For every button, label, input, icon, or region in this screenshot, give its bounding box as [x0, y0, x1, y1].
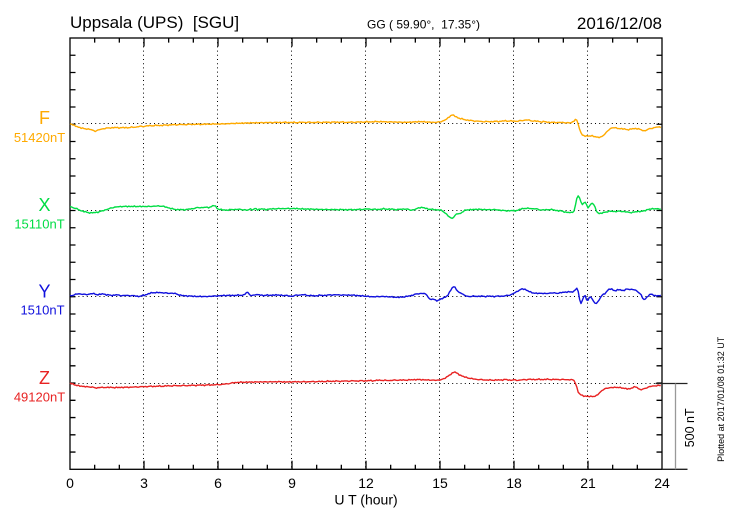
svg-text:9: 9 [288, 475, 296, 491]
svg-text:Y: Y [38, 282, 50, 302]
svg-text:51420nT: 51420nT [14, 130, 65, 145]
svg-text:0: 0 [66, 475, 74, 491]
svg-text:GG ( 59.90°, 17.35°): GG ( 59.90°, 17.35°) [367, 18, 480, 32]
svg-text:49120nT: 49120nT [14, 390, 65, 405]
svg-text:500 nT: 500 nT [683, 408, 697, 447]
svg-text:21: 21 [580, 475, 596, 491]
svg-text:15: 15 [432, 475, 448, 491]
svg-text:3: 3 [140, 475, 148, 491]
svg-text:U T (hour): U T (hour) [334, 492, 397, 508]
svg-text:24: 24 [654, 475, 670, 491]
svg-text:Plotted at 2017/01/08 01:32 UT: Plotted at 2017/01/08 01:32 UT [716, 336, 726, 462]
svg-text:1510nT: 1510nT [20, 303, 64, 318]
svg-text:18: 18 [506, 475, 522, 491]
svg-text:F: F [39, 108, 50, 128]
svg-text:6: 6 [214, 475, 222, 491]
svg-text:Z: Z [39, 368, 50, 388]
svg-text:12: 12 [358, 475, 374, 491]
svg-text:2016/12/08: 2016/12/08 [577, 14, 662, 33]
svg-text:X: X [38, 195, 50, 215]
svg-text:15110nT: 15110nT [14, 217, 64, 232]
svg-text:Uppsala (UPS) [SGU]: Uppsala (UPS) [SGU] [70, 13, 239, 32]
